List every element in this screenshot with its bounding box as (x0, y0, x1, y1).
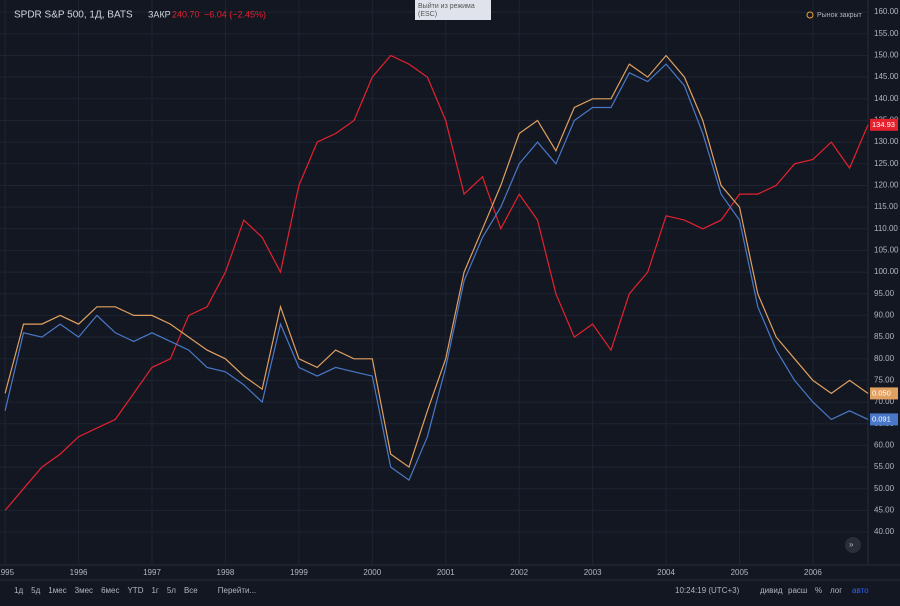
y-tick-label: 80.00 (874, 354, 895, 363)
x-tick-label: 1995 (0, 568, 15, 577)
toolbar-item[interactable]: Перейти... (218, 586, 256, 595)
y-tick-label: 145.00 (874, 72, 899, 81)
toolbar-item[interactable]: 6мес (101, 586, 119, 595)
toolbar-item[interactable]: лог (830, 586, 842, 595)
toolbar-item[interactable]: 1мес (48, 586, 66, 595)
tooltip-text: (ESC) (418, 11, 437, 18)
x-tick-label: 1998 (217, 568, 235, 577)
y-tick-label: 130.00 (874, 137, 899, 146)
toolbar-item[interactable]: 5л (167, 586, 176, 595)
y-tick-label: 85.00 (874, 332, 895, 341)
x-tick-label: 1999 (290, 568, 308, 577)
y-tick-label: 40.00 (874, 527, 895, 536)
x-tick-label: 2004 (657, 568, 675, 577)
y-tick-label: 60.00 (874, 441, 895, 450)
x-tick-label: 2005 (731, 568, 749, 577)
y-tick-label: 50.00 (874, 484, 895, 493)
y-tick-label: 90.00 (874, 311, 895, 320)
market-status: Рынок закрыт (817, 12, 863, 19)
line (4, 63, 869, 482)
y-tick-label: 120.00 (874, 181, 899, 190)
price-label: 134.93 (872, 120, 895, 129)
scroll-button[interactable] (845, 537, 861, 553)
toolbar-item[interactable]: 1г (151, 586, 158, 595)
line (4, 54, 869, 469)
y-tick-label: 95.00 (874, 289, 895, 298)
price-label: 0.091 (872, 414, 891, 423)
close-value: 240.70 (172, 9, 200, 19)
x-tick-label: 2006 (804, 568, 822, 577)
y-tick-label: 100.00 (874, 267, 899, 276)
x-tick-label: 2002 (510, 568, 528, 577)
x-tick-label: 2003 (584, 568, 602, 577)
change: −6.04 (−2.45%) (204, 9, 266, 19)
toolbar-item[interactable]: 5д (31, 586, 40, 595)
toolbar-item[interactable]: Все (184, 586, 198, 595)
price-label-box (870, 387, 898, 400)
y-tick-label: 125.00 (874, 159, 899, 168)
x-tick-label: 2000 (363, 568, 381, 577)
line (4, 54, 869, 511)
price-label: 0.050 (872, 388, 891, 397)
toolbar-item[interactable]: расш (788, 586, 807, 595)
tooltip (415, 0, 491, 20)
toolbar-item[interactable]: дивид (760, 586, 783, 595)
y-tick-label: 115.00 (874, 202, 898, 211)
y-tick-label: 155.00 (874, 29, 899, 38)
y-tick-label: 55.00 (874, 462, 895, 471)
toolbar-item[interactable]: 1д (14, 586, 23, 595)
plot (0, 0, 869, 565)
chart-title: SPDR S&P 500, 1Д, BATS (14, 10, 133, 21)
toolbar-item[interactable]: авто (852, 586, 869, 595)
toolbar-item[interactable]: YTD (127, 586, 143, 595)
toolbar-item[interactable]: 3мес (75, 586, 93, 595)
scroll-icon[interactable]: » (849, 540, 854, 549)
y-tick-label: 110.00 (874, 224, 898, 233)
y-tick-label: 45.00 (874, 506, 895, 515)
x-tick-label: 1996 (70, 568, 88, 577)
clock: 10:24:19 (UTC+3) (675, 586, 740, 595)
toolbar-item[interactable]: % (815, 586, 822, 595)
close-label: ЗАКР (148, 9, 171, 19)
y-tick-label: 105.00 (874, 246, 899, 255)
y-tick-label: 140.00 (874, 94, 899, 103)
tooltip-text: Выйти из режима (418, 2, 475, 10)
x-tick-label: 2001 (437, 568, 455, 577)
y-tick-label: 160.00 (874, 7, 899, 16)
price-label-box (870, 118, 898, 131)
y-tick-label: 70.00 (874, 397, 895, 406)
x-tick-label: 1997 (143, 568, 161, 577)
status-icon (806, 11, 814, 19)
price-label-box (870, 413, 898, 426)
y-tick-label: 150.00 (874, 51, 899, 60)
y-tick-label: 75.00 (874, 376, 895, 385)
